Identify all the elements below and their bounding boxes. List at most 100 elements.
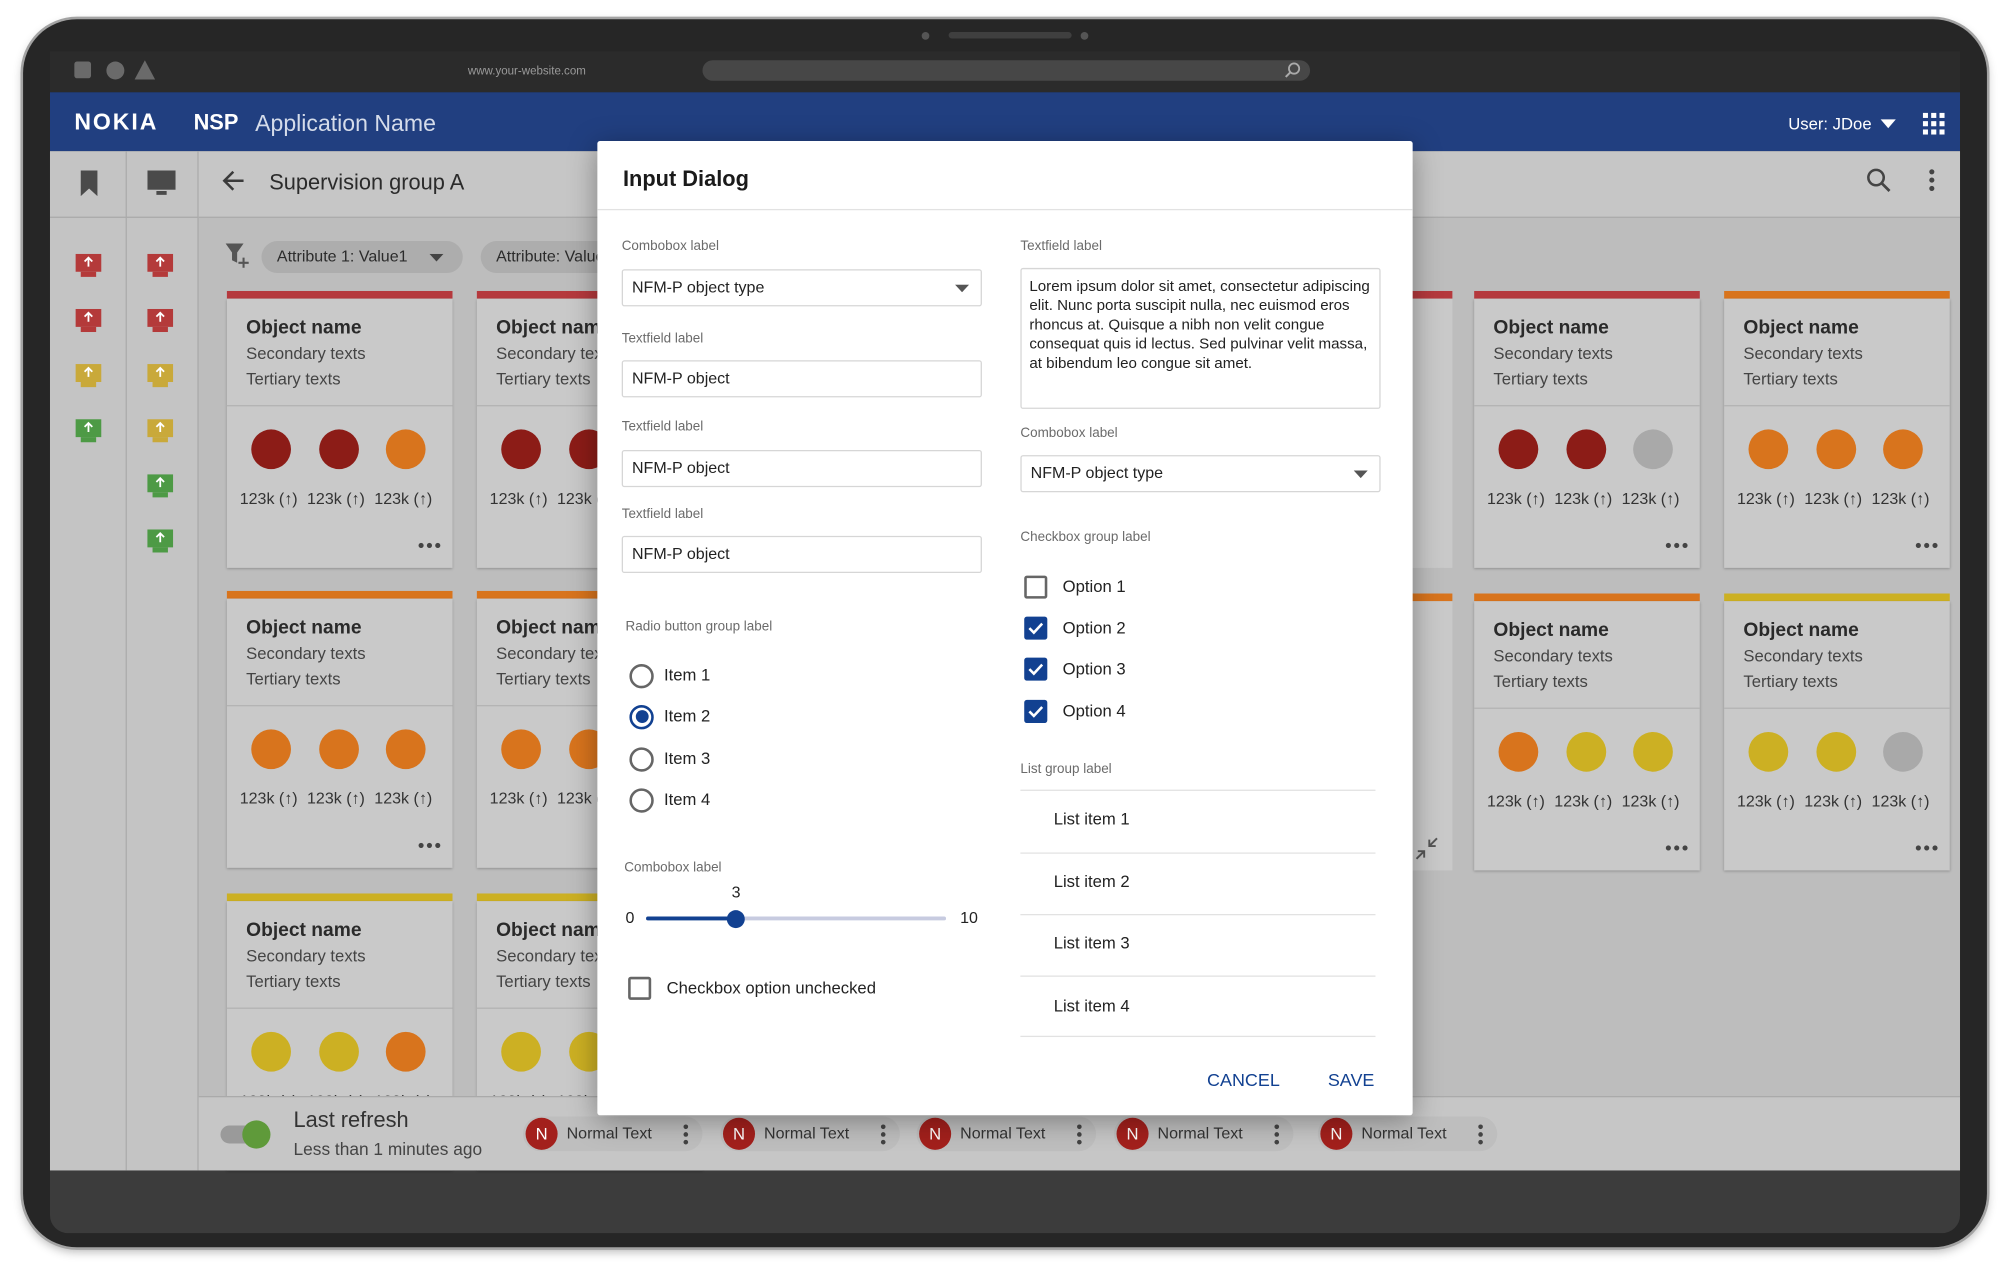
checkbox-label[interactable]: Checkbox option unchecked — [666, 977, 876, 998]
textfield-value[interactable]: NFM-P object — [631, 545, 730, 564]
slider-track[interactable] — [646, 916, 947, 921]
textfield[interactable] — [621, 535, 982, 574]
list-item[interactable]: List item 3 — [1053, 933, 1130, 953]
radio-button[interactable] — [629, 787, 654, 813]
alarm-icon[interactable] — [74, 253, 102, 280]
textarea[interactable] — [1020, 267, 1381, 409]
combobox-caret[interactable] — [955, 284, 970, 293]
combobox-label: Combobox label — [1020, 425, 1118, 441]
icon-part — [1028, 663, 1044, 676]
checkbox[interactable] — [1024, 699, 1048, 723]
card-name: Object name — [246, 615, 362, 638]
left-rail — [126, 151, 199, 1171]
search-bar[interactable] — [702, 60, 1311, 81]
icon-part — [152, 437, 168, 443]
list-item[interactable]: List item 1 — [1053, 808, 1130, 828]
radio-label[interactable]: Item 1 — [664, 665, 711, 685]
radio-button[interactable] — [629, 663, 654, 688]
user-caret[interactable] — [1880, 119, 1896, 129]
checkbox-label[interactable]: Option 4 — [1062, 701, 1126, 721]
card-secondary: Secondary texts — [496, 643, 616, 663]
card-more[interactable] — [418, 842, 441, 848]
alarm-icon[interactable] — [74, 308, 102, 335]
combobox[interactable] — [621, 269, 982, 307]
radio-label[interactable]: Item 4 — [664, 789, 711, 809]
user-menu[interactable]: User: JDoe — [1788, 113, 1872, 134]
filter-chip-text[interactable]: Attribute 1: Value1 — [276, 247, 408, 266]
apps-icon[interactable] — [1922, 112, 1945, 135]
chip-more[interactable] — [682, 1123, 690, 1146]
save-button[interactable]: SAVE — [1327, 1069, 1375, 1090]
expand-icon[interactable] — [1415, 837, 1438, 860]
icon-part — [1674, 845, 1680, 851]
card-stat: 123k (↑) — [489, 490, 548, 508]
checkbox-label[interactable]: Option 1 — [1062, 576, 1126, 596]
card-more[interactable] — [1915, 542, 1938, 549]
card-name: Object name — [1493, 618, 1609, 641]
checkbox[interactable] — [1024, 616, 1048, 640]
list-item[interactable]: List item 4 — [1053, 995, 1130, 1016]
radio-button[interactable] — [629, 746, 654, 772]
card-secondary: Secondary texts — [496, 343, 616, 363]
checkbox[interactable] — [1024, 657, 1048, 681]
more-icon[interactable] — [1927, 168, 1937, 192]
textfield-value[interactable]: NFM-P object — [631, 459, 730, 478]
icon-part — [1077, 1124, 1082, 1145]
icon-part — [1880, 119, 1896, 129]
back-arrow[interactable] — [222, 169, 245, 192]
alarm-icon[interactable] — [146, 364, 174, 390]
slider-thumb[interactable] — [727, 909, 746, 928]
cancel-button[interactable]: CANCEL — [1207, 1069, 1280, 1090]
filter-caret[interactable] — [429, 253, 444, 262]
card-tertiary: Tertiary texts — [496, 369, 591, 389]
chip-avatar — [1116, 1117, 1149, 1150]
radio-label[interactable]: Item 2 — [664, 706, 711, 726]
card-stat: 123k (↑) — [1621, 792, 1680, 811]
checkbox[interactable] — [1024, 575, 1048, 599]
combobox-caret[interactable] — [1353, 470, 1368, 479]
chip-more[interactable] — [1273, 1123, 1281, 1146]
textfield[interactable] — [621, 449, 982, 488]
alarm-icon[interactable] — [146, 308, 174, 335]
search-icon[interactable] — [1866, 168, 1891, 192]
bookmark-icon[interactable] — [79, 170, 98, 197]
textfield-value[interactable]: NFM-P object — [631, 369, 730, 388]
combobox-value[interactable]: NFM-P object type — [1030, 464, 1164, 483]
checkbox[interactable] — [628, 976, 652, 1000]
alarm-icon[interactable] — [146, 253, 174, 280]
icon-part — [1867, 168, 1886, 187]
checkbox-label[interactable]: Option 2 — [1062, 617, 1126, 637]
chip-more[interactable] — [1076, 1123, 1084, 1146]
card-divider — [1474, 405, 1700, 407]
card-tertiary: Tertiary texts — [1743, 369, 1838, 389]
chip-more[interactable] — [1477, 1123, 1485, 1146]
toggle-knob[interactable] — [242, 1120, 271, 1149]
chip-more[interactable] — [879, 1123, 887, 1146]
alarm-icon[interactable] — [146, 474, 174, 500]
alarm-icon[interactable] — [146, 419, 174, 445]
card-tertiary: Tertiary texts — [1493, 369, 1588, 389]
list-item[interactable]: List item 2 — [1053, 871, 1130, 891]
alarm-icon[interactable] — [74, 364, 102, 390]
textarea-value[interactable]: Lorem ipsum dolor sit amet, consectetur … — [1029, 276, 1370, 372]
alarm-icon[interactable] — [146, 529, 174, 555]
filter-chip[interactable] — [261, 240, 463, 274]
filter-chip-text[interactable]: Attribute: Value1 — [496, 247, 614, 266]
rail-divider — [49, 216, 199, 218]
card-more[interactable] — [1665, 542, 1688, 549]
alarm-icon[interactable] — [74, 419, 102, 445]
combobox[interactable] — [1020, 455, 1381, 493]
list-divider — [1020, 975, 1376, 977]
radio-button[interactable] — [629, 704, 654, 729]
card-more[interactable] — [1915, 845, 1938, 851]
status-dot — [501, 729, 541, 770]
card-more[interactable] — [1665, 845, 1688, 851]
combobox-value[interactable]: NFM-P object type — [631, 278, 765, 297]
monitor-icon[interactable] — [147, 170, 176, 196]
card-stat: 123k (↑) — [1736, 490, 1795, 508]
filter-icon[interactable] — [225, 242, 252, 268]
checkbox-label[interactable]: Option 3 — [1062, 658, 1126, 678]
card-more[interactable] — [418, 542, 441, 549]
textfield[interactable] — [621, 360, 982, 398]
radio-label[interactable]: Item 3 — [664, 748, 711, 768]
